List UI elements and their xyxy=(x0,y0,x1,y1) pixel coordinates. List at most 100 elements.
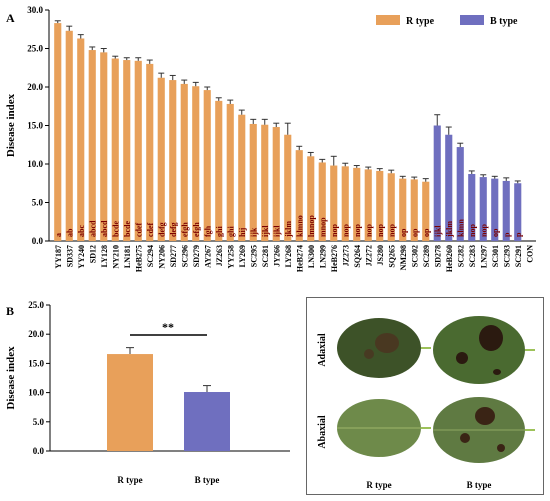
leaf-adaxial-b-type xyxy=(433,316,535,384)
significance-letters: cdef xyxy=(134,222,143,237)
significance-letters: efgh xyxy=(192,222,201,237)
x-tick-label: SC282 xyxy=(456,245,465,267)
x-tick-label: SC302 xyxy=(410,245,419,267)
significance-letters: nop xyxy=(479,224,488,237)
x-tick-label: LN181 xyxy=(123,245,132,268)
y-axis-title: Disease index xyxy=(5,93,17,157)
bar xyxy=(54,23,62,242)
bar xyxy=(107,354,153,451)
y-tick-label: 5.0 xyxy=(32,198,44,208)
chart-a-disease-index-by-strain: A 0.0 5.0 10.0 15.0 20.0 25.0 30.0 Disease index… xyxy=(5,5,536,272)
x-tick-label: JZ272 xyxy=(364,245,373,266)
x-tick-label: LY128 xyxy=(100,245,109,267)
x-tick-label: SC293 xyxy=(502,245,511,267)
x-tick-label: SC296 xyxy=(180,245,189,267)
y-tick-label: 15.0 xyxy=(27,121,43,131)
x-tick-label: NM298 xyxy=(399,245,408,270)
significance-letters: nop xyxy=(364,224,373,237)
x-tick-label: NY206 xyxy=(157,245,166,269)
significance-letters: op xyxy=(399,228,408,237)
significance-letters: ijkl xyxy=(272,225,281,237)
bar xyxy=(192,86,200,241)
x-tick-label: LN299 xyxy=(318,245,327,268)
bar xyxy=(422,181,430,241)
x-tick-label: SQ265 xyxy=(387,245,396,268)
significance-marker: ** xyxy=(162,320,174,334)
significance-letters: abcd xyxy=(88,220,97,237)
significance-letters: abcd xyxy=(100,220,109,237)
bar xyxy=(387,173,395,241)
panel-b-letter: B xyxy=(6,304,14,318)
bar xyxy=(330,165,338,241)
significance-letters: abc xyxy=(77,225,86,237)
significance-letters: mnop xyxy=(318,217,327,237)
legend-swatch-b-type xyxy=(460,15,484,25)
x-tick-label: R type xyxy=(117,475,142,485)
significance-letters: op xyxy=(422,228,431,237)
y-tick-label: 0.0 xyxy=(32,236,44,246)
bar xyxy=(77,38,85,241)
bar xyxy=(284,134,292,241)
bar xyxy=(502,180,510,241)
x-tick-label: SD279 xyxy=(192,245,201,267)
x-tick-label: CON xyxy=(525,245,534,263)
x-tick-label: LN300 xyxy=(307,245,316,268)
significance-letters: jklm xyxy=(284,221,293,238)
bar xyxy=(433,125,441,241)
x-tick-label: JY266 xyxy=(272,245,281,267)
y-tick-label: 30.0 xyxy=(27,5,43,15)
bar xyxy=(146,63,154,242)
significance-letters: p xyxy=(514,232,523,237)
x-tick-label: JZ263 xyxy=(215,245,224,266)
significance-letters: ghi xyxy=(226,226,235,237)
bar xyxy=(341,166,349,241)
x-tick-label: SC301 xyxy=(491,245,500,267)
significance-letters: nop xyxy=(387,224,396,237)
bar xyxy=(215,100,223,241)
significance-letters: ijk xyxy=(249,227,258,237)
bar xyxy=(364,169,372,241)
significance-letters: ghi xyxy=(215,226,224,237)
panel-a-letter: A xyxy=(6,11,15,25)
significance-letters: nop xyxy=(330,224,339,237)
bar xyxy=(100,52,108,241)
significance-letters: ijkl xyxy=(433,225,442,237)
significance-letters: bcde xyxy=(123,221,132,237)
y-tick-label: 20.0 xyxy=(27,82,43,92)
significance-letters: cdef xyxy=(146,222,155,237)
bar xyxy=(307,156,315,241)
significance-letters: lmnop xyxy=(307,215,316,237)
bar xyxy=(272,127,280,241)
y-tick-label: 10.0 xyxy=(27,159,43,169)
legend-label-b-type: B type xyxy=(490,16,518,27)
leaf-adaxial-r-type xyxy=(337,318,431,378)
x-tick-label: YY187 xyxy=(54,245,63,269)
panel-c-leaf-photos: C Adaxial Abaxial R xyxy=(298,297,544,495)
significance-letters: p xyxy=(502,232,511,237)
legend-label-r-type: R type xyxy=(406,16,435,27)
bar xyxy=(88,50,96,241)
x-tick-label: SD278 xyxy=(433,245,442,267)
significance-letters: klmno xyxy=(295,215,304,237)
significance-letters: bcde xyxy=(111,221,120,237)
y-tick-label: 20.0 xyxy=(28,329,44,339)
y-tick-label: 25.0 xyxy=(28,300,44,310)
bar xyxy=(295,150,303,241)
y-tick-label: 10.0 xyxy=(28,388,44,398)
bar xyxy=(65,30,73,242)
x-tick-label: AY267 xyxy=(203,245,212,268)
x-tick-label: HeB260 xyxy=(445,245,454,272)
bar xyxy=(123,60,131,241)
significance-letters: nop xyxy=(468,224,477,237)
significance-letters: ijkl xyxy=(261,225,270,237)
bar xyxy=(157,77,165,241)
x-tick-label: LY268 xyxy=(284,245,293,267)
significance-letters: hij xyxy=(238,227,247,237)
x-tick-label: SC281 xyxy=(261,245,270,267)
x-tick-label: B type xyxy=(195,475,220,485)
x-tick-label: SC289 xyxy=(422,245,431,267)
significance-letters: ab xyxy=(65,228,74,237)
x-tick-label: SC295 xyxy=(249,245,258,267)
y-tick-label: 25.0 xyxy=(27,44,43,54)
bar xyxy=(353,167,361,241)
